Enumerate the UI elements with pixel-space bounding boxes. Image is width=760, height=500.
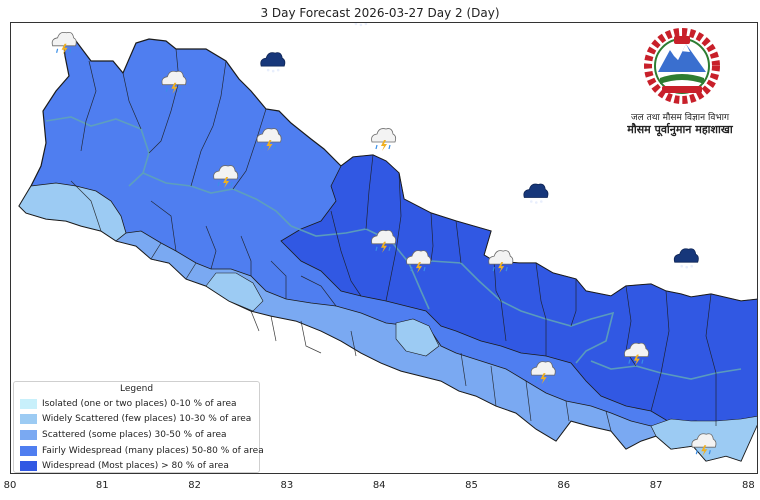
thunder-rain-icon [691,433,717,457]
district-boundary-line [625,285,637,367]
district-boundary-line [270,315,277,342]
thunder-rain-icon [530,361,556,385]
snow-cloud-icon [354,23,368,27]
district-boundary-line [190,60,227,187]
district-boundary-line [650,290,670,412]
thunder-rain-icon [161,70,187,94]
thunder-rain-icon [488,250,514,274]
legend-item-widespread: Widespread (Most places) > 80 % of area [20,458,253,474]
legend-title: Legend [119,384,154,394]
district-boundary-line [455,220,462,264]
district-boundary-line [250,310,260,332]
thunder-rain-icon [371,229,397,253]
x-tick-label: 85 [465,480,478,491]
district-boundary-line [525,380,532,422]
district-boundary-line [385,172,402,302]
district-boundary-line [430,212,434,262]
province-boundary-line [142,172,292,227]
x-tick-label: 81 [95,480,109,491]
x-tick-label: 80 [3,480,17,491]
district-boundary-line [350,330,357,357]
legend-swatch [20,429,37,440]
legend-item-fairly-widespread: Fairly Widespread (many places) 50-80 % … [20,443,264,459]
legend-label: Fairly Widespread (many places) 50-80 % … [42,445,264,456]
legend-swatch [20,414,37,425]
legend-item-isolated: Isolated (one or two places) 0-10 % of a… [20,396,253,412]
legend-swatch [20,398,37,409]
district-boundary-line [705,293,717,426]
nepal-map [18,23,757,462]
legend-item-widely-scattered: Widely Scattered (few places) 10-30 % of… [20,412,253,428]
district-boundary-line [240,235,252,276]
x-tick-label: 88 [742,480,755,491]
district-boundary-line [70,180,102,232]
province-boundary-line [45,116,150,187]
map-title: 3 Day Forecast 2026-03-27 Day 2 (Day) [260,6,500,20]
district-boundary-line [270,260,287,299]
x-tick-label: 83 [280,480,294,491]
district-boundary-line [232,108,267,190]
lumbini-widely-scattered-region [205,272,264,312]
district-boundary-line [330,210,362,297]
thunder-rain-icon [624,342,649,366]
thunder-rain-icon [406,250,432,274]
snow-cloud-icon [260,52,286,73]
district-boundary-line [493,260,507,342]
x-tick-label: 86 [557,480,571,491]
x-tick-label: 84 [372,480,386,491]
thunder-rain-icon [51,31,77,55]
organization-name: जल तथा मौसम विज्ञान विभाग [630,113,730,123]
legend-label: Widespread (Most places) > 80 % of area [42,461,229,472]
district-boundary-line [185,262,197,280]
legend-item-scattered: Scattered (some places) 30-50 % of area [20,427,253,443]
government-emblem-logo [644,28,720,104]
thunder-rain-icon [213,165,239,188]
district-boundary-line [150,200,177,252]
district-boundary-line [148,48,180,154]
district-boundary-line [80,60,97,152]
thunder-rain-icon [256,128,282,151]
legend-label: Isolated (one or two places) 0-10 % of a… [42,398,237,409]
district-boundary-line [570,279,577,327]
x-tick-label: 82 [188,480,201,491]
district-boundary-line [205,225,217,270]
legend: Legend Isolated (one or two places) 0-10… [13,381,264,474]
legend-label: Scattered (some places) 30-50 % of area [42,429,227,440]
district-boundary-line [365,154,374,230]
weather-icon-layer [51,23,717,457]
district-boundary-line [300,275,337,307]
district-boundary-line [490,365,497,407]
district-boundary-line [300,320,322,354]
legend-label: Widely Scattered (few places) 10-30 % of… [42,414,252,425]
thunder-rain-icon [371,128,397,151]
legend-swatch [20,461,37,472]
district-boundary-line [122,72,142,130]
snow-cloud-icon [523,183,549,204]
bagmati-widely-scattered-region [395,318,440,357]
province-boundary-line [430,260,615,364]
division-name: मौसम पूर्वानुमान महाशाखा [627,123,733,136]
district-boundary-line [460,352,467,387]
district-boundary-line [605,410,612,432]
legend-swatch [20,445,37,456]
district-boundary-line [565,400,570,422]
district-boundary-line [150,242,162,260]
snow-cloud-icon [673,248,699,269]
x-tick-label: 87 [649,480,663,491]
district-boundary-line [535,262,547,356]
